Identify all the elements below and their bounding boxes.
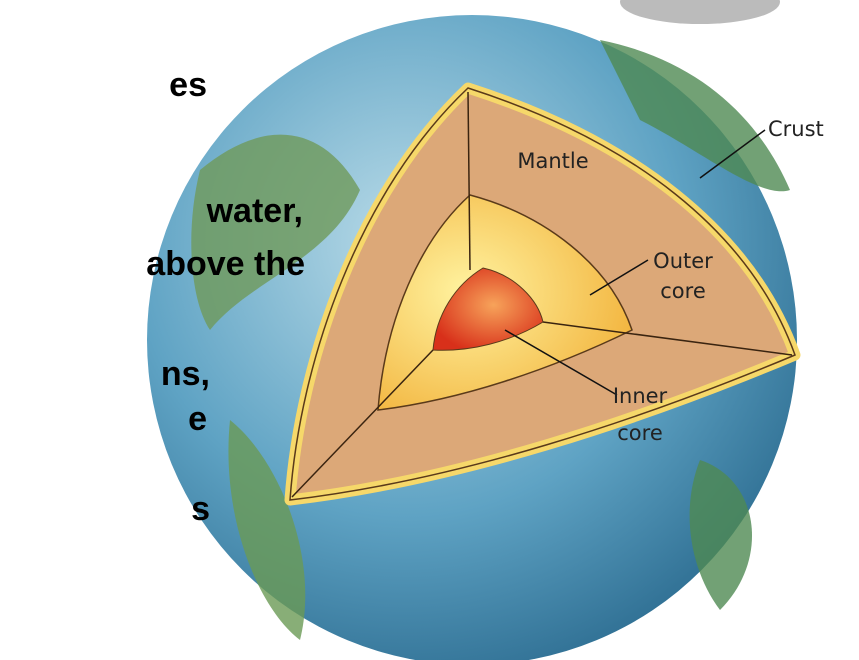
inner-core-label: core bbox=[617, 421, 663, 445]
slide-text: es bbox=[169, 66, 207, 104]
page: Mantle Crust Outer core Inner core es wa… bbox=[0, 0, 859, 660]
outer-core-label: Outer bbox=[653, 249, 713, 273]
mantle-label: Mantle bbox=[517, 149, 588, 173]
crust-label: Crust bbox=[768, 117, 824, 141]
shadow bbox=[620, 0, 780, 24]
outer-core-label: core bbox=[660, 279, 706, 303]
slide-text: above the bbox=[146, 245, 305, 283]
slide-text: ns, bbox=[161, 355, 210, 393]
inner-core-label: Inner bbox=[613, 384, 668, 408]
slide: Mantle Crust Outer core Inner core es wa… bbox=[0, 0, 859, 660]
slide-text: e bbox=[188, 400, 207, 438]
slide-text: s bbox=[191, 490, 210, 528]
slide-text: water, bbox=[206, 192, 303, 230]
